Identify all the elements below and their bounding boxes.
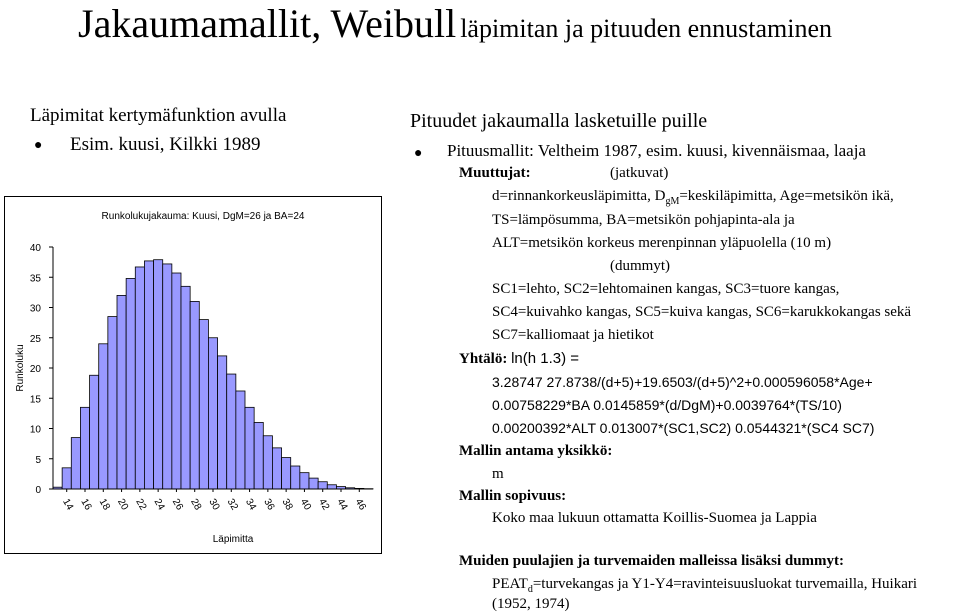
x-tick-label: 22 — [133, 497, 148, 513]
histogram-bar — [89, 374, 100, 490]
y-tick-label: 10 — [30, 425, 42, 436]
histogram-bar — [272, 447, 282, 490]
histogram-chart: Runkolukujakauma: Kuusi, DgM=26 ja BA=24… — [4, 196, 382, 554]
y-tick-label: 35 — [30, 273, 42, 284]
histogram-bar — [308, 477, 319, 490]
sopivuus-value: Koko maa lukuun ottamatta Koillis-Suomea… — [492, 510, 817, 526]
x-tick-label: 40 — [298, 497, 313, 513]
y-tick-label: 5 — [35, 455, 41, 466]
x-tick-label: 28 — [188, 497, 203, 513]
histogram-bar — [107, 316, 118, 490]
histogram-bar — [61, 467, 72, 490]
y-tick-label: 40 — [30, 243, 42, 254]
histogram-bar — [144, 260, 154, 490]
equation-line-3: 0.00200392*ALT 0.013007*(SC1,SC2) 0.0544… — [492, 420, 875, 436]
histogram-bar — [171, 272, 182, 490]
equation-line-0: Yhtälö: ln(h 1.3) = — [459, 350, 580, 367]
peat-line: PEATd=turvekangas ja Y1-Y4=ravinteisuusl… — [492, 576, 918, 595]
histogram-bar — [244, 406, 255, 490]
x-tick-label: 38 — [280, 497, 295, 513]
histogram-bar — [217, 355, 228, 490]
muuttujat-label: Muuttujat: — [459, 165, 531, 181]
left-bullet-text: Esim. kuusi, Kilkki 1989 — [70, 134, 261, 155]
histogram-bar — [162, 263, 173, 490]
histogram-bar — [125, 278, 136, 490]
histogram-bar — [208, 337, 218, 490]
right-heading: Pituudet jakaumalla lasketuille puille — [410, 110, 708, 132]
histogram-bar — [317, 481, 328, 490]
histogram-bar — [153, 259, 164, 490]
histogram-bar — [198, 319, 209, 490]
var-line-5: SC4=kuivahko kangas, SC5=kuiva kangas, S… — [492, 304, 912, 320]
x-tick-label: 30 — [206, 497, 221, 513]
x-axis-label: Läpimitta — [213, 534, 254, 545]
y-tick-label: 25 — [30, 334, 42, 345]
jatkuvat-label: (jatkuvat) — [610, 165, 669, 181]
yksikko-value: m — [492, 466, 504, 482]
y-tick-label: 20 — [30, 364, 42, 375]
histogram-bar — [281, 457, 292, 490]
var-line-2: TS=lämpösumma, BA=metsikön pohjapinta-al… — [492, 212, 795, 228]
bullet-icon: ● — [414, 146, 423, 161]
right-bullet-text: Pituusmallit: Veltheim 1987, esim. kuusi… — [447, 141, 866, 160]
histogram-bar — [299, 472, 310, 490]
histogram-bar — [134, 266, 145, 490]
x-tick-label: 44 — [334, 497, 349, 513]
sopivuus-label: Mallin sopivuus: — [459, 488, 567, 504]
x-tick-label: 18 — [97, 497, 112, 513]
histogram-bar — [116, 295, 127, 490]
x-tick-label: 14 — [60, 497, 75, 513]
histogram-bar — [180, 285, 191, 490]
title-sub: läpimitan ja pituuden ennustaminen — [460, 14, 833, 43]
page-title: Jakaumamallit, Weibull läpimitan ja pitu… — [78, 0, 832, 47]
histogram-bar — [290, 465, 301, 490]
histogram-bar — [189, 301, 200, 490]
x-tick-label: 42 — [316, 497, 331, 513]
x-tick-label: 20 — [115, 497, 130, 513]
x-tick-label: 36 — [261, 497, 276, 513]
title-main: Jakaumamallit, Weibull — [78, 1, 457, 46]
var-line-3: ALT=metsikön korkeus merenpinnan yläpuol… — [492, 235, 832, 251]
histogram-bar — [98, 343, 109, 490]
y-tick-label: 30 — [30, 304, 42, 315]
x-tick-label: 16 — [78, 497, 93, 513]
histogram-bar — [326, 484, 337, 490]
x-tick-label: 24 — [152, 497, 167, 513]
histogram-bar — [262, 435, 273, 490]
histogram-bar — [253, 422, 264, 490]
var-line-6: SC7=kalliomaat ja hietikot — [492, 327, 654, 343]
equation-line-1: 3.28747 27.8738/(d+5)+19.6503/(d+5)^2+0.… — [492, 374, 873, 390]
muiden-label: Muiden puulajien ja turvemaiden malleiss… — [459, 553, 845, 569]
var-line-4: SC1=lehto, SC2=lehtomainen kangas, SC3=t… — [492, 281, 840, 297]
x-tick-label: 46 — [353, 497, 368, 513]
y-tick-label: 0 — [35, 485, 41, 496]
x-tick-label: 34 — [243, 497, 258, 513]
y-axis-label: Runkoluku — [15, 344, 26, 391]
chart-title: Runkolukujakauma: Kuusi, DgM=26 ja BA=24 — [102, 211, 305, 222]
histogram-bar — [70, 437, 81, 490]
left-heading: Läpimitat kertymäfunktion avulla — [30, 105, 287, 126]
histogram-bar — [235, 390, 246, 490]
bullet-icon: ● — [34, 138, 43, 153]
var-line-1: d=rinnankorkeusläpimitta, DgM=keskiläpim… — [492, 188, 894, 207]
equation-line-2: 0.00758229*BA 0.0145859*(d/DgM)+0.003976… — [492, 397, 842, 413]
peat-line-2: (1952, 1974) — [492, 596, 570, 612]
x-tick-label: 26 — [170, 497, 185, 513]
yksikko-label: Mallin antama yksikkö: — [459, 443, 613, 459]
y-tick-label: 15 — [30, 394, 42, 405]
histogram-bar — [80, 406, 90, 490]
chart-svg: Runkolukujakauma: Kuusi, DgM=26 ja BA=24… — [15, 211, 374, 545]
histogram-bar — [226, 373, 237, 490]
x-tick-label: 32 — [225, 497, 240, 513]
dummyt-label: (dummyt) — [610, 258, 670, 274]
